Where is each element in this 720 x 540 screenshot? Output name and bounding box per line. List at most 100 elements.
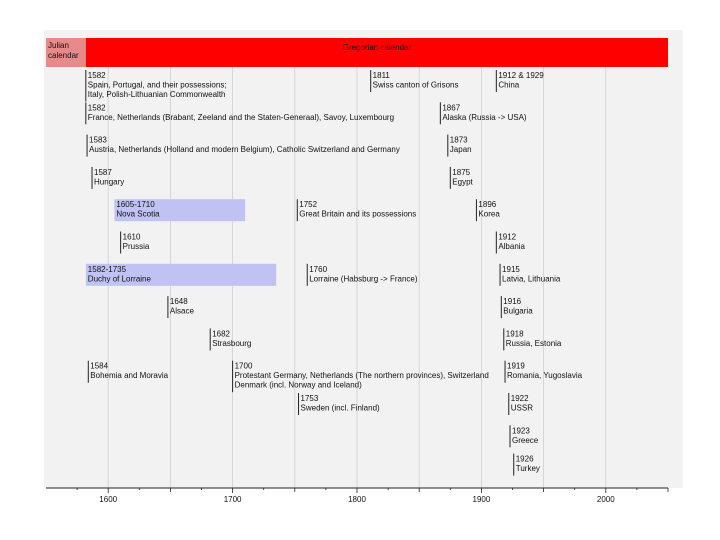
event-1811-swiss-canton-of-grisons-label-line-0: 1811 [373,71,391,80]
event-1912-1929-china-label-line-0: 1912 & 1929 [498,71,544,80]
event-1875-egypt-label: 1875 Egypt [452,168,473,187]
event-1700-protestant-germany-nethe-label-line-0: 1700 [235,362,253,371]
event-1582-spain-portugal-and-their-label-line-2: Italy, Polish-Lithuanian Commonwealth [88,90,226,99]
event-1682-strasbourg-label-line-1: Strasbourg [212,339,251,348]
event-1582-1735-duchy-of-lorraine-range-bar [85,263,277,286]
event-1926-turkey-label: 1926 Turkey [516,455,540,474]
event-1605-1710-nova-scotia-label-line-0: 1605-1710 [116,200,155,209]
event-1922-ussr-label-line-0: 1922 [511,394,529,403]
event-1918-russia-estonia-label-line-0: 1918 [506,329,524,338]
event-1584-bohemia-and-moravia-label: 1584 Bohemia and Moravia [90,362,168,381]
event-1582-france-netherlands-braba-label: 1582 France, Netherlands (Brabant, Zeelan… [88,103,394,122]
event-1912-1929-china-label: 1912 & 1929 China [498,71,544,90]
event-1915-latvia-lithuania-label-line-1: Latvia, Lithuania [502,274,561,283]
event-1873-japan: 1873 Japan [447,134,472,157]
event-1811-swiss-canton-of-grisons: 1811 Swiss canton of Grisons [370,70,459,92]
event-1648-alsace-label: 1648 Alsace [170,297,195,316]
event-1918-russia-estonia: 1918 Russia, Estonia [503,328,562,351]
event-1873-japan-label-line-0: 1873 [450,136,468,145]
event-1923-greece: 1923 Greece [509,425,539,448]
event-1582-france-netherlands-braba-label-line-0: 1582 [88,103,106,112]
event-1926-turkey-label-line-1: Turkey [516,464,540,473]
event-1700-protestant-germany-nethe-label-line-2: Denmark (incl. Norway and Iceland) [235,381,362,390]
event-1582-spain-portugal-and-their: 1582 Spain, Portugal, and their possessio… [85,70,227,102]
event-1912-1929-china-label-line-1: China [498,81,519,90]
event-1896-korea-label-line-1: Korea [478,210,500,219]
event-1605-1710-nova-scotia-label-line-1: Nova Scotia [116,210,160,219]
event-1610-prussia-label-line-0: 1610 [123,233,141,242]
event-1912-albania-label-line-0: 1912 [498,233,516,242]
event-1605-1710-nova-scotia-label: 1605-1710 Nova Scotia [116,200,160,219]
event-1919-romania-yugoslavia-label-line-0: 1919 [507,362,525,371]
event-1682-strasbourg-label-line-0: 1682 [212,329,230,338]
event-1752-great-britain-and-its-po-label-line-1: Great Britain and its possessions [299,210,416,219]
event-1700-protestant-germany-nethe-label-line-1: Protestant Germany, Netherlands (The nor… [235,371,489,380]
event-1867-alaska-russia-usa-label-line-0: 1867 [442,103,460,112]
event-1587-hungary: 1587 Hungary [91,166,124,189]
event-1682-strasbourg: 1682 Strasbourg [209,328,251,351]
event-1584-bohemia-and-moravia: 1584 Bohemia and Moravia [87,360,169,383]
event-1923-greece-label: 1923 Greece [512,426,539,445]
event-1583-austria-netherlands-holl-label: 1583 Austria, Netherlands (Holland and mo… [89,136,400,155]
event-1919-romania-yugoslavia-label: 1919 Romania, Yugoslavia [507,362,583,381]
band-label-julian-calendar: Julian calendar [48,41,79,60]
event-1605-1710-nova-scotia: 1605-1710 Nova Scotia [114,199,246,222]
x-tick-label-2000: 2000 [597,495,615,504]
event-1582-spain-portugal-and-their-label-line-1: Spain, Portugal, and their possessions; [88,81,227,90]
event-1875-egypt-label-line-1: Egypt [452,177,473,186]
event-1912-albania: 1912 Albania [495,231,526,254]
events-layer: 1582 Spain, Portugal, and their possessio… [85,70,583,476]
event-1916-bulgaria-label: 1916 Bulgaria [503,297,533,316]
event-1875-egypt: 1875 Egypt [449,166,474,189]
event-1648-alsace: 1648 Alsace [167,296,195,319]
event-1582-spain-portugal-and-their-label-line-0: 1582 [88,71,106,80]
event-1682-strasbourg-label: 1682 Strasbourg [212,329,251,348]
event-1875-egypt-label-line-0: 1875 [452,168,470,177]
event-1648-alsace-label-line-0: 1648 [170,297,188,306]
event-1582-1735-duchy-of-lorraine-label-line-1: Duchy of Lorraine [88,274,152,283]
event-1926-turkey-label-line-0: 1926 [516,455,534,464]
event-1923-greece-label-line-1: Greece [512,436,539,445]
event-1605-1710-nova-scotia-range-bar [114,199,246,222]
event-1752-great-britain-and-its-po-label-line-0: 1752 [299,200,317,209]
event-1926-turkey: 1926 Turkey [513,453,540,476]
event-1610-prussia: 1610 Prussia [120,231,150,254]
x-axis: 1600 1700 1800 1900 2000 [46,487,669,504]
event-1916-bulgaria-label-line-1: Bulgaria [503,307,533,316]
event-1919-romania-yugoslavia-label-line-1: Romania, Yugoslavia [507,371,583,380]
event-1583-austria-netherlands-holl-label-line-0: 1583 [89,136,107,145]
event-1811-swiss-canton-of-grisons-label-line-1: Swiss canton of Grisons [373,81,459,90]
event-1896-korea-label: 1896 Korea [478,200,500,219]
event-1587-hungary-label-line-1: Hungary [94,177,124,186]
event-1760-lorraine-habsburg-france: 1760 Lorraine (Habsburg -> France) [306,263,418,286]
x-tick-label-1700: 1700 [224,495,242,504]
event-1916-bulgaria: 1916 Bulgaria [500,296,533,319]
band-julian-calendar [46,38,86,67]
event-1584-bohemia-and-moravia-label-line-0: 1584 [90,362,108,371]
event-1610-prussia-label: 1610 Prussia [123,233,150,252]
event-1922-ussr-label-line-1: USSR [511,404,533,413]
event-1700-protestant-germany-nethe: 1700 Protestant Germany, Netherlands (The… [232,360,489,393]
event-1610-prussia-label-line-1: Prussia [123,242,150,251]
event-1811-swiss-canton-of-grisons-label: 1811 Swiss canton of Grisons [373,71,459,90]
event-1760-lorraine-habsburg-france-label-line-1: Lorraine (Habsburg -> France) [309,274,418,283]
event-1753-sweden-incl-finland: 1753 Sweden (incl. Finland) [298,393,380,415]
event-1648-alsace-label-line-1: Alsace [170,307,195,316]
event-1760-lorraine-habsburg-france-label: 1760 Lorraine (Habsburg -> France) [309,265,418,284]
event-1916-bulgaria-label-line-0: 1916 [503,297,521,306]
event-1896-korea-label-line-0: 1896 [478,200,496,209]
event-1582-france-netherlands-braba: 1582 France, Netherlands (Brabant, Zeelan… [85,102,394,125]
event-1873-japan-label: 1873 Japan [450,136,472,155]
event-1752-great-britain-and-its-po-label: 1752 Great Britain and its possessions [299,200,416,219]
event-1915-latvia-lithuania-label-line-0: 1915 [502,265,520,274]
event-1912-albania-label: 1912 Albania [498,233,525,252]
event-1915-latvia-lithuania-label: 1915 Latvia, Lithuania [502,265,561,284]
event-1867-alaska-russia-usa: 1867 Alaska (Russia -> USA) [439,102,527,125]
x-tick-label-1600: 1600 [99,495,117,504]
x-tick-label-1900: 1900 [473,495,491,504]
calendar-bands: Julian calendar Gregorian calendar [46,38,669,67]
event-1912-albania-label-line-1: Albania [498,242,525,251]
event-1583-austria-netherlands-holl-label-line-1: Austria, Netherlands (Holland and modern… [89,145,400,154]
event-1896-korea: 1896 Korea [475,199,500,222]
